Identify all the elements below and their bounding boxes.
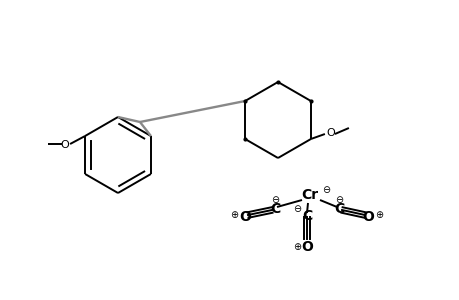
Text: O: O bbox=[361, 210, 373, 224]
Text: ⊖: ⊖ bbox=[292, 204, 300, 214]
Text: C: C bbox=[269, 202, 280, 216]
Text: C: C bbox=[301, 209, 312, 223]
Text: ⊕: ⊕ bbox=[230, 210, 238, 220]
Text: ⊖: ⊖ bbox=[270, 195, 279, 205]
Text: Cr: Cr bbox=[301, 188, 318, 202]
Text: O: O bbox=[61, 140, 69, 150]
Text: O: O bbox=[326, 128, 335, 138]
Text: ⊖: ⊖ bbox=[334, 195, 342, 205]
Text: ⊕: ⊕ bbox=[292, 242, 300, 252]
Text: C: C bbox=[333, 202, 343, 216]
Text: ⊕: ⊕ bbox=[374, 210, 382, 220]
Text: ⊖: ⊖ bbox=[321, 185, 330, 195]
Text: O: O bbox=[300, 240, 312, 254]
Text: O: O bbox=[239, 210, 251, 224]
